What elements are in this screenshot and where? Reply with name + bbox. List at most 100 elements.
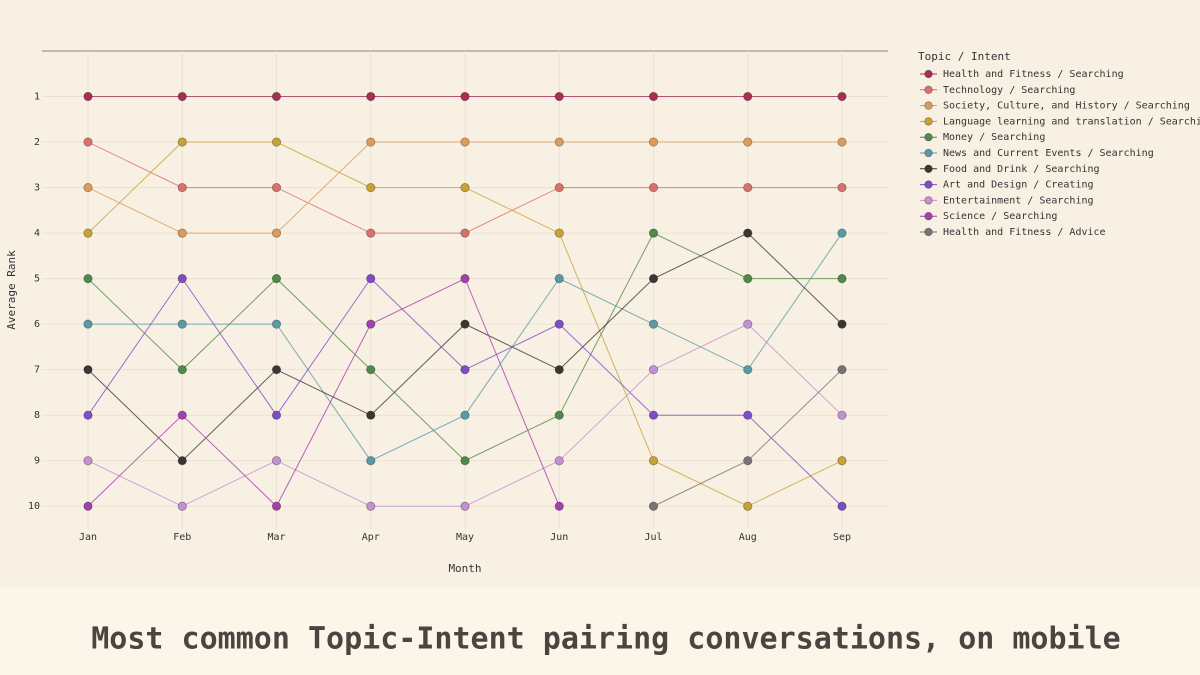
point [554, 410, 564, 420]
point [366, 274, 376, 284]
legend-label: Entertainment / Searching [943, 195, 1094, 206]
point [366, 182, 376, 193]
legend-label: Science / Searching [943, 211, 1057, 222]
point [271, 91, 282, 102]
point [271, 137, 282, 147]
point [460, 410, 470, 420]
point [743, 410, 753, 420]
point [177, 410, 187, 420]
point [177, 137, 187, 147]
point [743, 319, 753, 329]
footer-background [0, 588, 1200, 675]
point [554, 456, 564, 466]
point [743, 182, 753, 193]
legend-label: Money / Searching [943, 132, 1045, 143]
legend-swatch [924, 227, 933, 237]
x-tick-label: Jun [550, 532, 568, 543]
chart-title: Most common Topic-Intent pairing convers… [91, 622, 1121, 657]
y-tick-label: 4 [34, 228, 40, 239]
y-tick-label: 8 [34, 410, 40, 421]
point [743, 501, 753, 511]
y-axis-label: Average Rank [5, 250, 18, 330]
legend-swatch [924, 69, 933, 79]
point [743, 365, 753, 375]
y-tick-label: 2 [34, 137, 40, 148]
point [460, 274, 470, 284]
legend-swatch [924, 85, 933, 94]
point [554, 137, 564, 147]
point [177, 365, 187, 375]
point [648, 274, 659, 284]
point [837, 319, 847, 329]
legend-swatch [924, 180, 933, 189]
y-tick-label: 9 [34, 456, 40, 467]
x-tick-label: Jan [79, 532, 97, 543]
point [83, 91, 93, 102]
point [648, 410, 659, 420]
point [837, 365, 847, 375]
point [554, 182, 564, 193]
legend-label: Society, Culture, and History / Searchin… [943, 101, 1190, 112]
point [271, 182, 282, 193]
point [177, 228, 187, 238]
point [648, 365, 659, 375]
point [837, 228, 847, 238]
point [554, 319, 564, 329]
x-tick-label: May [456, 532, 474, 543]
point [366, 137, 376, 147]
point [837, 501, 847, 511]
point [271, 228, 282, 238]
legend-label: Language learning and translation / Sear… [943, 116, 1200, 127]
point [177, 319, 187, 329]
point [83, 137, 93, 147]
y-tick-label: 7 [34, 365, 40, 376]
y-tick-label: 10 [28, 501, 40, 512]
point [837, 182, 847, 193]
legend-title: Topic / Intent [918, 50, 1011, 63]
point [366, 91, 376, 102]
point [648, 91, 659, 102]
point [366, 319, 376, 329]
x-tick-label: Apr [362, 532, 380, 543]
point [460, 182, 470, 193]
y-tick-label: 1 [34, 92, 40, 103]
point [366, 228, 376, 238]
point [554, 91, 564, 102]
point [366, 501, 376, 511]
point [648, 182, 659, 193]
legend-label: Food and Drink / Searching [943, 164, 1100, 175]
point [743, 456, 753, 466]
point [837, 456, 847, 466]
legend-swatch [924, 164, 933, 173]
legend-swatch [924, 132, 933, 142]
legend-swatch [924, 211, 933, 221]
point [554, 274, 564, 284]
point [554, 501, 564, 511]
point [271, 365, 282, 375]
legend-swatch [924, 196, 933, 205]
point [743, 274, 753, 284]
legend-label: Health and Fitness / Searching [943, 69, 1124, 80]
point [554, 365, 564, 375]
point [366, 410, 376, 420]
point [837, 91, 847, 102]
point [177, 501, 187, 511]
point [83, 365, 93, 375]
x-tick-label: Aug [739, 532, 757, 543]
x-tick-label: Jul [644, 532, 662, 543]
point [648, 228, 659, 238]
point [837, 410, 847, 420]
y-tick-label: 3 [34, 183, 40, 194]
point [460, 365, 470, 375]
y-tick-label: 6 [34, 319, 40, 330]
legend-label: Art and Design / Creating [943, 180, 1094, 191]
point [83, 319, 93, 329]
point [177, 456, 187, 466]
legend-label: Health and Fitness / Advice [943, 227, 1106, 238]
point [743, 137, 753, 147]
point [83, 410, 93, 420]
point [743, 228, 753, 238]
point [743, 91, 753, 102]
point [83, 456, 93, 466]
